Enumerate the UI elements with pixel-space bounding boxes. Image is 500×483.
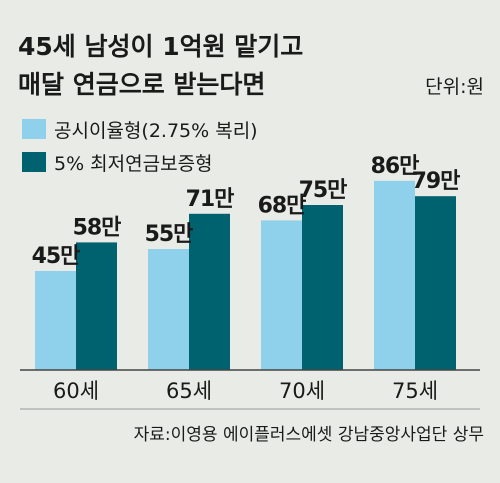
value-label-65세-series-2: 71만 bbox=[186, 187, 235, 212]
category-labels-group: 60세 65세 70세 75세 bbox=[53, 379, 438, 403]
bar-70세-series-1 bbox=[261, 220, 302, 370]
category-label-60세: 60세 bbox=[53, 379, 99, 403]
bar-60세-series-2 bbox=[76, 242, 117, 370]
bar-70세-series-2 bbox=[302, 205, 343, 370]
bar-60세-series-1 bbox=[35, 271, 76, 370]
source-note: 자료:이영용 에이플러스에셋 강남중앙사업단 상무 bbox=[134, 425, 484, 445]
bar-65세-series-1 bbox=[148, 249, 189, 370]
unit-label: 단위:원 bbox=[425, 76, 484, 98]
category-label-75세: 75세 bbox=[392, 379, 438, 403]
value-label-60세-series-2: 58만 bbox=[73, 215, 122, 240]
chart-title-line-2: 매달 연금으로 받는다면 bbox=[18, 70, 265, 99]
value-label-65세-series-1: 55만 bbox=[145, 222, 194, 247]
value-label-70세-series-1: 68만 bbox=[258, 193, 307, 218]
legend-label-series-1: 공시이율형(2.75% 복리) bbox=[54, 120, 258, 142]
category-label-70세: 70세 bbox=[279, 379, 325, 403]
bar-75세-series-2 bbox=[415, 196, 456, 370]
bars-group bbox=[35, 180, 456, 370]
value-label-75세-series-2: 79만 bbox=[412, 169, 461, 194]
legend-label-series-2: 5% 최저연금보증형 bbox=[54, 153, 213, 175]
value-label-60세-series-1: 45만 bbox=[32, 244, 81, 269]
value-label-75세-series-1: 86만 bbox=[371, 154, 420, 179]
legend-swatch-series-1 bbox=[22, 119, 46, 139]
bar-75세-series-1 bbox=[374, 180, 415, 370]
legend-swatch-series-2 bbox=[22, 152, 46, 172]
chart-title-line-1: 45세 남성이 1억원 맡기고 bbox=[18, 32, 303, 61]
bar-65세-series-2 bbox=[189, 213, 230, 370]
category-label-65세: 65세 bbox=[166, 379, 212, 403]
value-label-70세-series-2: 75만 bbox=[299, 178, 348, 203]
